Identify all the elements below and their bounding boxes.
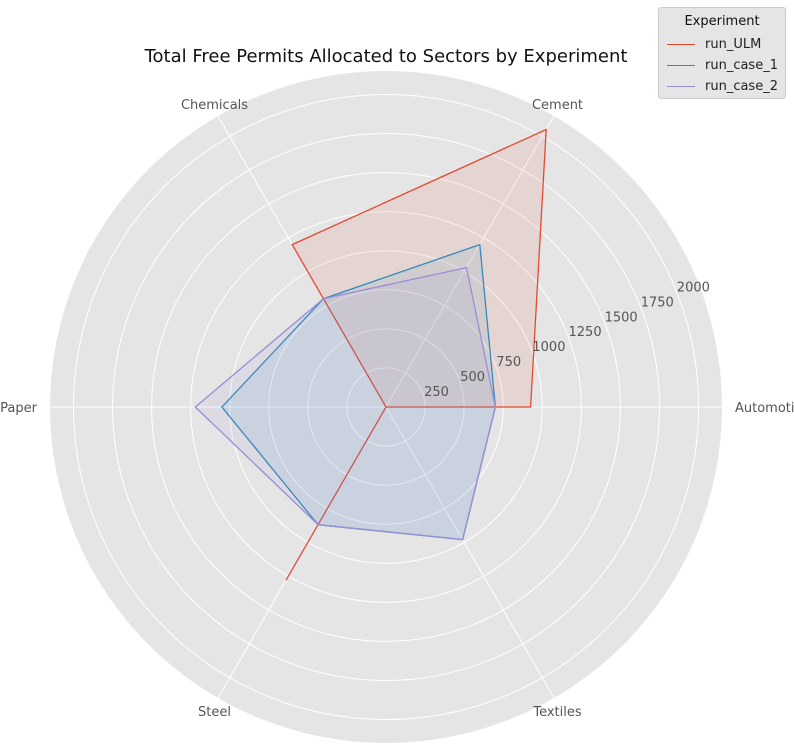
legend-label-run-case-2: run_case_2 xyxy=(705,78,778,94)
legend-label-run-case-1: run_case_1 xyxy=(705,57,778,73)
grid-spoke-1 xyxy=(385,115,555,408)
series-fill-1 xyxy=(221,244,496,540)
r-tick-label-4: 1250 xyxy=(569,325,602,340)
legend-title: Experiment xyxy=(684,14,760,29)
r-tick-label-5: 1500 xyxy=(605,310,638,325)
series-line-2 xyxy=(194,266,497,541)
chart-title: Total Free Permits Allocated to Sectors … xyxy=(144,46,628,67)
series-line-0 xyxy=(285,128,547,581)
series-fill-0 xyxy=(286,129,547,581)
legend-swatch-run-case-2 xyxy=(667,85,695,87)
category-label-automotive: Automotive xyxy=(735,401,794,416)
r-tick-label-3: 1000 xyxy=(532,340,565,355)
legend-swatch-run-case-1 xyxy=(667,64,695,66)
grid-spoke-5 xyxy=(385,406,555,699)
category-label-paper: Paper xyxy=(0,401,37,416)
series-fill-2 xyxy=(195,267,496,540)
legend: Experiment run_ULM run_case_1 run_case_2 xyxy=(658,7,786,99)
category-label-textiles: Textiles xyxy=(532,705,582,720)
legend-label-run-ulm: run_ULM xyxy=(705,36,762,52)
r-tick-label-2: 750 xyxy=(496,355,521,370)
r-tick-label-6: 1750 xyxy=(641,295,674,310)
r-tick-label-7: 2000 xyxy=(677,280,710,295)
r-tick-label-1: 500 xyxy=(460,370,485,385)
legend-swatch-run-ulm xyxy=(667,43,695,45)
category-label-cement: Cement xyxy=(532,98,583,113)
legend-item-run-case-2: run_case_2 xyxy=(667,77,778,95)
legend-item-run-case-1: run_case_1 xyxy=(667,56,778,74)
category-label-steel: Steel xyxy=(198,705,231,720)
legend-item-run-ulm: run_ULM xyxy=(667,35,761,53)
r-tick-label-0: 250 xyxy=(424,385,449,400)
category-label-chemicals: Chemicals xyxy=(181,98,248,113)
